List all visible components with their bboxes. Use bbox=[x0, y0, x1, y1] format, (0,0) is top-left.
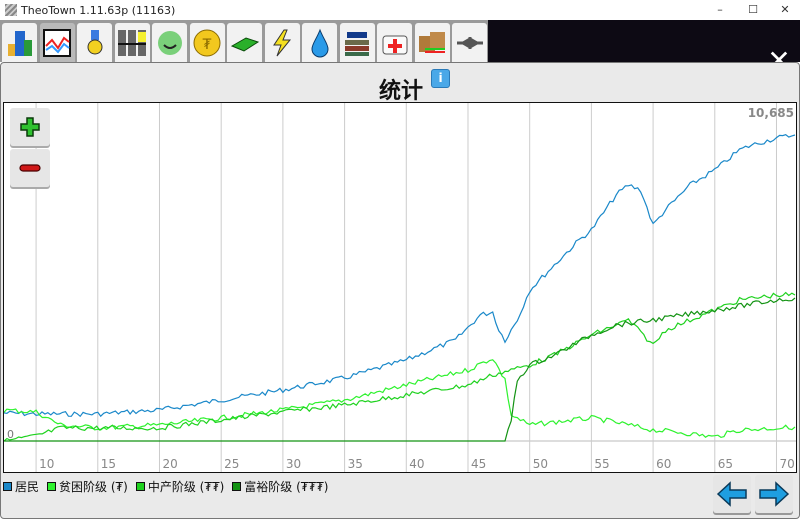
money-icon bbox=[230, 36, 259, 52]
statistics-chart-icon bbox=[43, 28, 71, 57]
happiness-face-icon bbox=[157, 30, 182, 55]
tab-education-books[interactable] bbox=[339, 23, 375, 62]
legend-label: 居民 bbox=[15, 480, 40, 494]
y-max-label: 10,685 bbox=[748, 106, 794, 120]
x-tick-label: 30 bbox=[286, 457, 301, 471]
tab-statistics-chart[interactable] bbox=[39, 23, 75, 62]
legend-label: 贫困阶级 (₮) bbox=[59, 480, 128, 494]
x-tick-label: 50 bbox=[533, 457, 548, 471]
power-bolt-icon bbox=[273, 29, 292, 56]
arrow-right-icon bbox=[759, 481, 790, 507]
legend-label: 富裕阶级 (₮₮₮) bbox=[244, 480, 329, 494]
legend-swatch bbox=[232, 482, 242, 491]
x-tick-label: 65 bbox=[718, 457, 733, 471]
x-tick-label: 70 bbox=[779, 457, 794, 471]
tab-city[interactable] bbox=[2, 23, 37, 62]
x-tick-label: 15 bbox=[101, 457, 116, 471]
x-tick-label: 35 bbox=[348, 457, 363, 471]
coin-icon: ₮ bbox=[193, 29, 221, 56]
legend-item: 贫困阶级 (₮) bbox=[47, 478, 128, 495]
category-toolbar: ₮ ✕ bbox=[0, 20, 800, 75]
x-tick-label: 10 bbox=[39, 457, 54, 471]
x-tick-label: 40 bbox=[409, 457, 424, 471]
legend-item: 富裕阶级 (₮₮₮) bbox=[232, 478, 328, 495]
medal-icon bbox=[87, 29, 102, 54]
window-close-button[interactable]: ✕ bbox=[780, 3, 790, 16]
x-tick-label: 20 bbox=[162, 457, 177, 471]
legend-swatch bbox=[47, 482, 57, 491]
app-icon bbox=[5, 4, 17, 16]
tab-money[interactable] bbox=[227, 23, 262, 62]
chart-legend: 居民 贫困阶级 (₮) 中产阶级 (₮₮) 富裕阶级 (₮₮₮) bbox=[3, 478, 328, 495]
x-tick-label: 25 bbox=[224, 457, 239, 471]
next-page-button[interactable] bbox=[755, 475, 793, 513]
tab-medal[interactable] bbox=[77, 23, 112, 62]
toolbar-background bbox=[488, 20, 800, 62]
info-icon[interactable]: i bbox=[431, 69, 450, 88]
x-tick-label: 45 bbox=[471, 457, 486, 471]
legend-swatch bbox=[3, 482, 12, 491]
zoom-out-button[interactable] bbox=[10, 149, 50, 187]
tab-happiness-face[interactable] bbox=[152, 23, 187, 62]
x-tick-label: 60 bbox=[656, 457, 671, 471]
tab-power-bolt[interactable] bbox=[264, 23, 300, 62]
legend-item: 中产阶级 (₮₮) bbox=[135, 478, 225, 495]
y-min-label: 0 bbox=[7, 428, 14, 441]
trade-boxes-icon bbox=[419, 31, 445, 53]
chart-svg: 10 15 20 25 30 35 40 45 50 55 60 65 70 0 10,685 bbox=[4, 103, 796, 472]
education-books-icon bbox=[345, 31, 369, 56]
maximize-button[interactable]: ☐ bbox=[748, 3, 758, 16]
plus-icon bbox=[20, 117, 40, 137]
series-line-0 bbox=[4, 134, 796, 418]
budget-bars-icon bbox=[118, 29, 146, 56]
airplane-icon bbox=[456, 36, 483, 49]
svg-text:₮: ₮ bbox=[203, 37, 212, 53]
legend-item: 居民 bbox=[3, 478, 39, 495]
statistics-chart: 10 15 20 25 30 35 40 45 50 55 60 65 70 0 10,685 bbox=[3, 102, 797, 473]
legend-swatch bbox=[135, 482, 145, 491]
x-tick-label: 55 bbox=[594, 457, 609, 471]
city-icon bbox=[7, 30, 32, 56]
arrow-left-icon bbox=[716, 481, 747, 507]
tab-water-drop[interactable] bbox=[302, 23, 337, 62]
minimize-button[interactable]: – bbox=[717, 3, 723, 16]
previous-page-button[interactable] bbox=[713, 475, 751, 513]
window-titlebar: TheoTown 1.11.63p (11163) – ☐ ✕ bbox=[0, 0, 800, 20]
zoom-in-button[interactable] bbox=[10, 108, 50, 146]
tab-coin[interactable]: ₮ bbox=[189, 23, 225, 62]
tab-trade-boxes[interactable] bbox=[414, 23, 450, 62]
series-line-3 bbox=[4, 297, 796, 442]
series-line-2 bbox=[4, 291, 796, 442]
legend-label: 中产阶级 (₮₮) bbox=[147, 480, 225, 494]
tab-budget-bars[interactable] bbox=[114, 23, 150, 62]
window-title: TheoTown 1.11.63p (11163) bbox=[21, 3, 176, 17]
page-title: 统计 bbox=[378, 79, 423, 104]
health-kit-icon bbox=[382, 35, 407, 54]
water-drop-icon bbox=[310, 28, 329, 57]
minus-icon bbox=[19, 164, 41, 172]
series-line-1 bbox=[4, 359, 796, 439]
tab-airplane[interactable] bbox=[452, 23, 487, 62]
tab-health-kit[interactable] bbox=[377, 23, 412, 62]
